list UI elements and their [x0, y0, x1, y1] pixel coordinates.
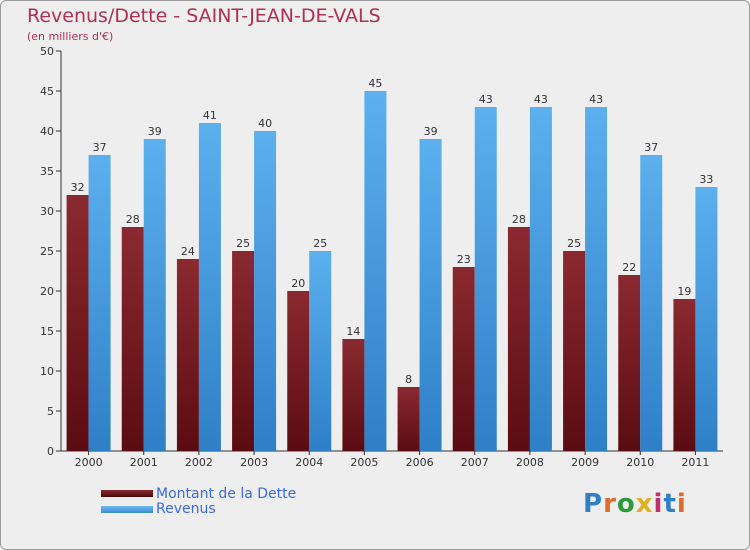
data-label-dette: 32 — [71, 181, 85, 194]
x-tick-label: 2011 — [681, 456, 709, 469]
data-label-revenus: 43 — [589, 93, 603, 106]
y-tick-label: 45 — [40, 85, 54, 98]
bar-revenus — [364, 91, 387, 451]
x-tick-label: 2000 — [75, 456, 103, 469]
bar-revenus — [419, 139, 442, 451]
y-tick-label: 30 — [40, 205, 54, 218]
legend-swatch-dette — [101, 490, 153, 497]
x-tick-label: 2006 — [406, 456, 434, 469]
bar-revenus — [640, 155, 663, 451]
bar-dette — [452, 267, 475, 451]
data-label-revenus: 37 — [93, 141, 107, 154]
y-tick-label: 50 — [40, 45, 54, 58]
x-tick-label: 2004 — [295, 456, 323, 469]
y-tick-label: 25 — [40, 245, 54, 258]
y-tick-label: 10 — [40, 365, 54, 378]
x-tick-label: 2005 — [350, 456, 378, 469]
data-label-revenus: 43 — [479, 93, 493, 106]
proxiti-logo: Proxiti — [583, 489, 687, 519]
bar-dette — [673, 299, 696, 451]
y-tick-label: 0 — [47, 445, 54, 458]
y-tick-label: 15 — [40, 325, 54, 338]
data-label-revenus: 41 — [203, 109, 217, 122]
y-tick-label: 5 — [47, 405, 54, 418]
bar-dette — [232, 251, 255, 451]
x-tick-label: 2007 — [461, 456, 489, 469]
chart-subtitle: (en milliers d'€) — [27, 30, 114, 43]
data-label-revenus: 37 — [644, 141, 658, 154]
legend-swatch-revenus — [101, 506, 153, 513]
x-tick-label: 2002 — [185, 456, 213, 469]
bar-revenus — [198, 123, 221, 451]
data-label-dette: 25 — [567, 237, 581, 250]
bar-revenus — [529, 107, 552, 451]
bar-dette — [66, 195, 89, 451]
legend-label-revenus: Revenus — [156, 501, 216, 517]
data-label-dette: 20 — [291, 277, 305, 290]
data-label-dette: 14 — [346, 325, 360, 338]
bar-dette — [507, 227, 530, 451]
data-label-dette: 22 — [622, 261, 636, 274]
y-tick-label: 20 — [40, 285, 54, 298]
bar-dette — [342, 339, 365, 451]
y-tick-label: 35 — [40, 165, 54, 178]
legend-label-dette: Montant de la Dette — [156, 486, 297, 502]
bar-dette — [618, 275, 641, 451]
x-tick-label: 2010 — [626, 456, 654, 469]
data-label-dette: 24 — [181, 245, 195, 258]
data-label-dette: 25 — [236, 237, 250, 250]
x-tick-label: 2001 — [130, 456, 158, 469]
x-tick-label: 2003 — [240, 456, 268, 469]
data-label-dette: 23 — [457, 253, 471, 266]
bar-dette — [176, 259, 199, 451]
data-label-dette: 8 — [405, 373, 412, 386]
bar-revenus — [474, 107, 497, 451]
bar-revenus — [309, 251, 332, 451]
data-label-dette: 28 — [512, 213, 526, 226]
bar-revenus — [585, 107, 608, 451]
data-label-revenus: 45 — [368, 77, 382, 90]
bar-dette — [287, 291, 310, 451]
data-label-revenus: 39 — [148, 125, 162, 138]
chart-title: Revenus/Dette - SAINT-JEAN-DE-VALS — [27, 5, 381, 27]
y-tick-label: 40 — [40, 125, 54, 138]
x-tick-label: 2008 — [516, 456, 544, 469]
bar-dette — [121, 227, 144, 451]
bar-dette — [563, 251, 586, 451]
bar-revenus — [88, 155, 111, 451]
x-tick-label: 2009 — [571, 456, 599, 469]
data-label-revenus: 43 — [534, 93, 548, 106]
bar-revenus — [254, 131, 277, 451]
data-label-revenus: 25 — [313, 237, 327, 250]
bar-dette — [397, 387, 420, 451]
bar-revenus — [695, 187, 718, 451]
data-label-dette: 28 — [126, 213, 140, 226]
data-label-revenus: 33 — [699, 173, 713, 186]
data-label-revenus: 40 — [258, 117, 272, 130]
data-label-revenus: 39 — [424, 125, 438, 138]
data-label-dette: 19 — [677, 285, 691, 298]
bar-revenus — [143, 139, 166, 451]
